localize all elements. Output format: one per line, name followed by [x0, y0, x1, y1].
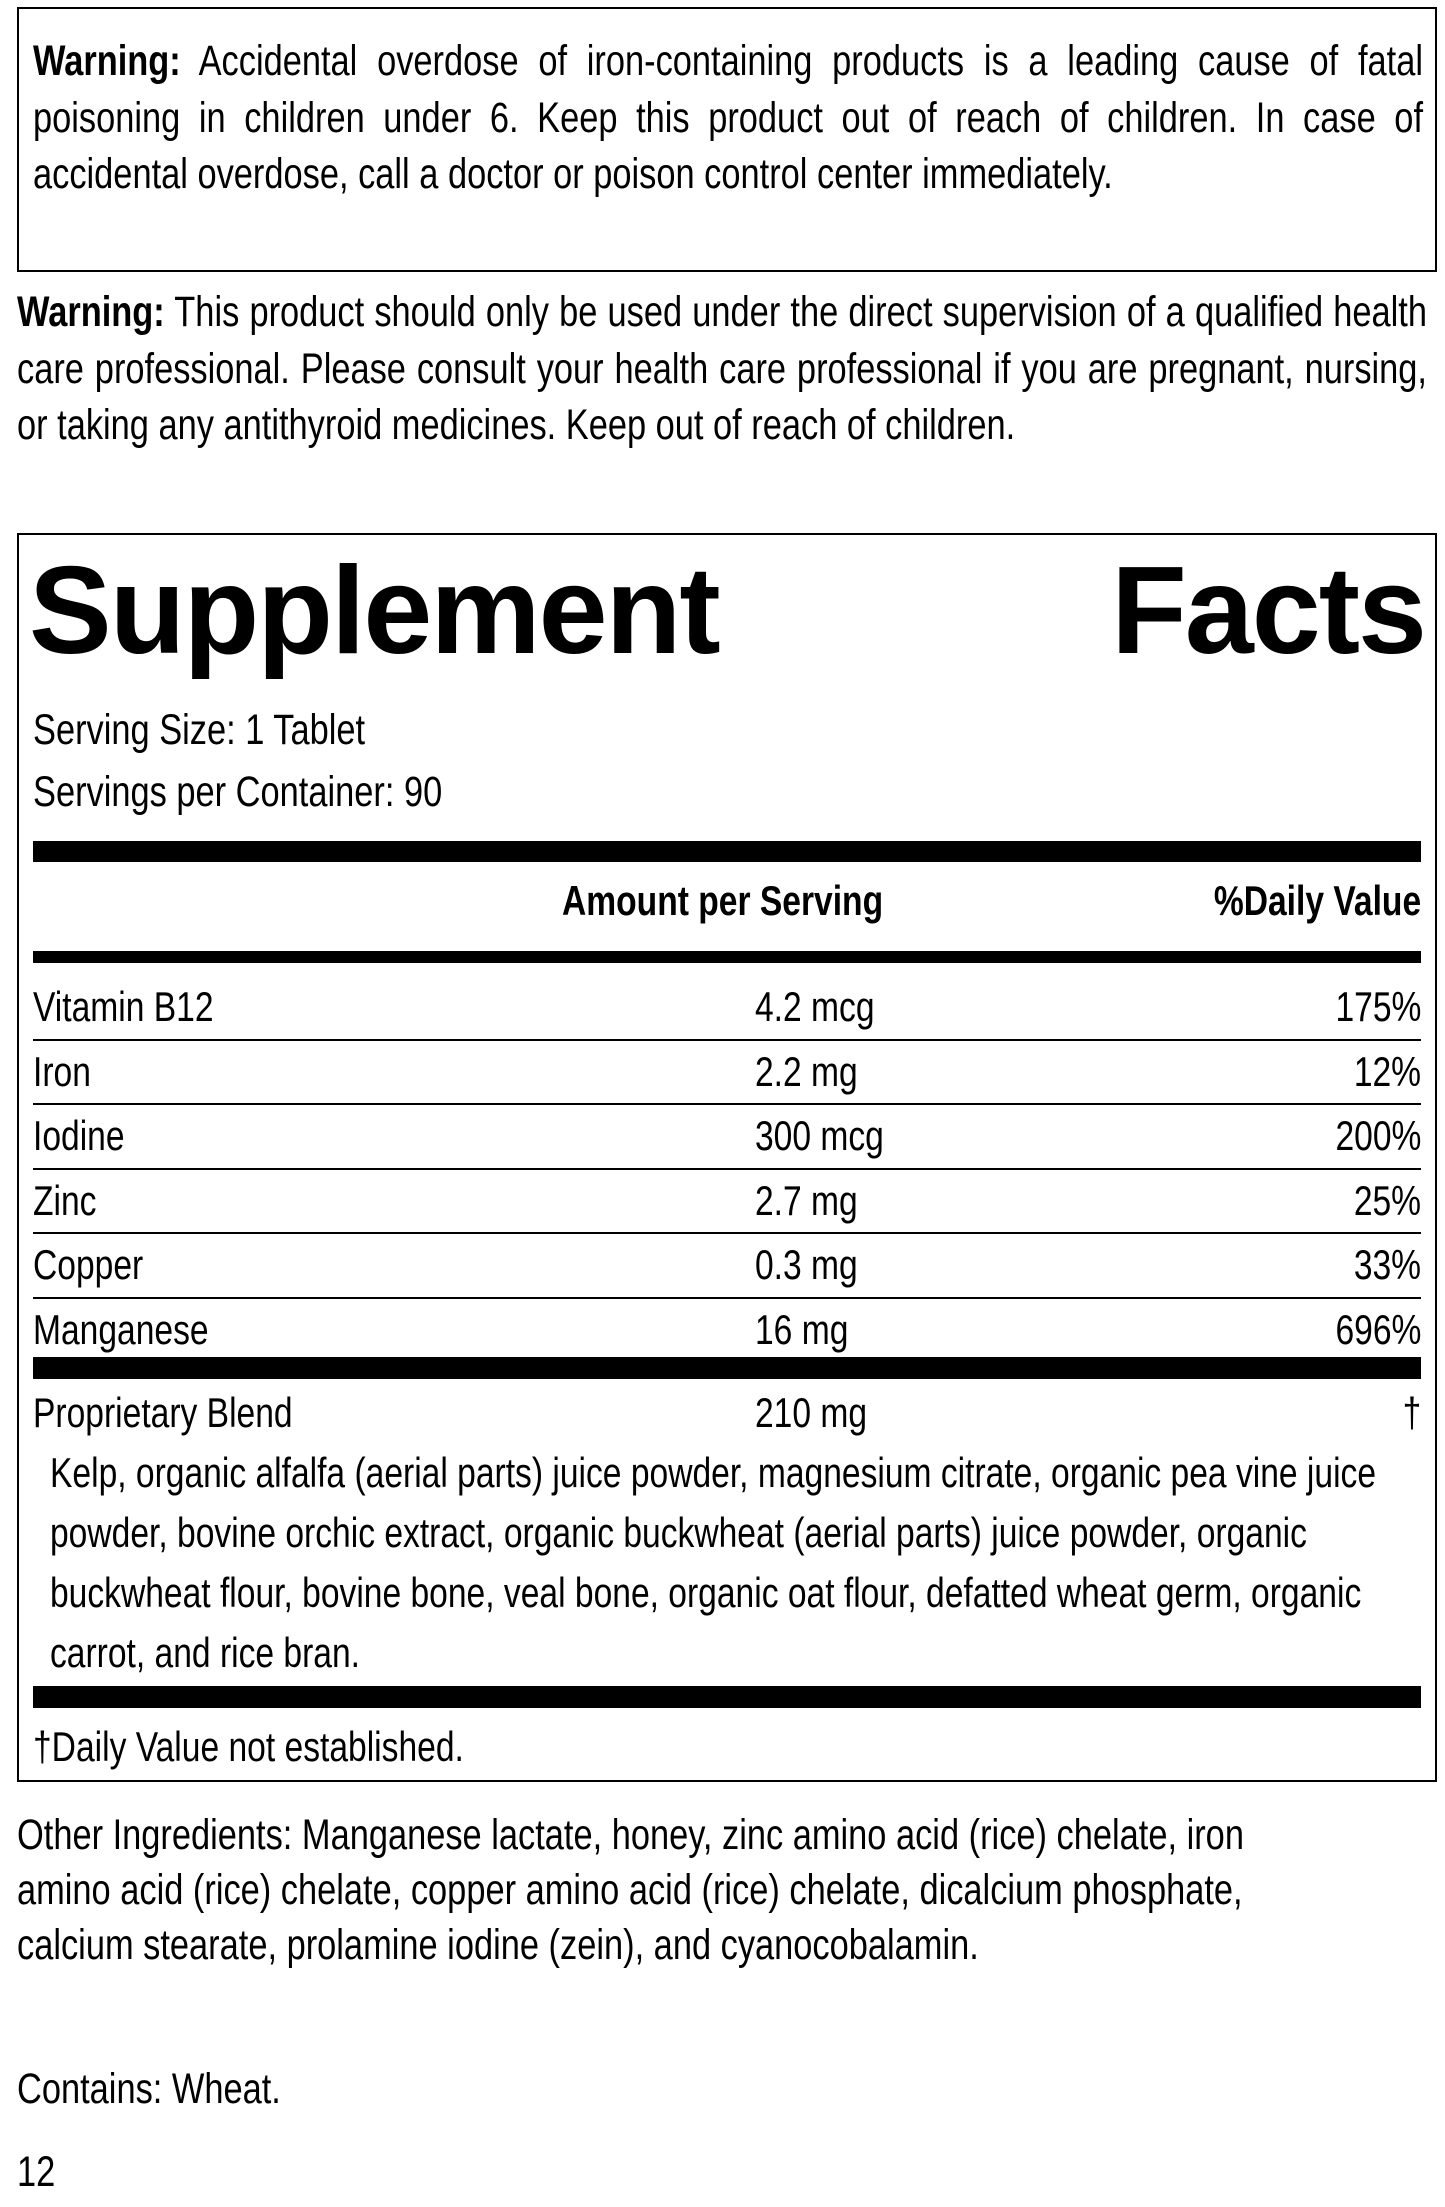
nutrient-name: Copper: [33, 1241, 144, 1288]
iron-warning-text: Warning: Accidental overdose of iron-con…: [33, 33, 1423, 203]
nutrient-amount: 4.2 mcg: [755, 983, 875, 1030]
warning-body: This product should only be used under t…: [17, 288, 1428, 449]
serving-size: Serving Size: 1 Tablet: [33, 706, 366, 754]
nutrient-dv: 175%: [1335, 983, 1421, 1030]
page-number: 12: [17, 2148, 56, 2196]
blend-row: Proprietary Blend 210 mg †: [33, 1383, 1421, 1443]
nutrient-row: Iodine 300 mcg 200%: [33, 1106, 1421, 1166]
title-word: Facts: [1111, 542, 1427, 680]
nutrient-amount: 0.3 mg: [755, 1241, 858, 1288]
nutrient-dv: 200%: [1335, 1112, 1421, 1159]
iron-warning-box: Warning: Accidental overdose of iron-con…: [17, 7, 1437, 272]
warning-body: Accidental overdose of iron-containing p…: [33, 37, 1424, 198]
other-ingredients: Other Ingredients: Manganese lactate, ho…: [17, 1811, 1244, 1969]
warning-label: Warning:: [17, 288, 165, 336]
title-word: Supplement: [29, 542, 721, 680]
nutrient-name: Proprietary Blend: [33, 1389, 293, 1436]
header-amount: Amount per Serving: [562, 877, 884, 924]
supervision-warning: Warning: This product should only be use…: [17, 284, 1427, 454]
row-divider: [33, 1038, 1421, 1041]
nutrient-row: Zinc 2.7 mg 25%: [33, 1171, 1421, 1231]
nutrient-row: Manganese 16 mg 696%: [33, 1300, 1421, 1360]
column-header-row: Amount per Serving %Daily Value: [33, 871, 1421, 931]
nutrient-row: Vitamin B12 4.2 mcg 175%: [33, 977, 1421, 1037]
nutrient-amount: 300 mcg: [755, 1112, 884, 1159]
row-divider: [33, 1232, 1421, 1234]
servings-per-container: Servings per Container: 90: [33, 768, 443, 816]
nutrient-dv: 696%: [1335, 1305, 1421, 1353]
nutrient-row: Copper 0.3 mg 33%: [33, 1235, 1421, 1295]
nutrient-dv: 25%: [1353, 1176, 1421, 1224]
divider-thick: [33, 841, 1421, 862]
footnote: †Daily Value not established.: [33, 1723, 464, 1770]
nutrient-dv: †: [1402, 1389, 1421, 1436]
nutrient-name: Manganese: [33, 1305, 209, 1353]
warning-label: Warning:: [33, 37, 181, 85]
divider-thick: [33, 1686, 1421, 1708]
nutrient-amount: 2.7 mg: [755, 1176, 858, 1224]
allergen-statement: Contains: Wheat.: [17, 2065, 281, 2113]
blend-ingredients: Kelp, organic alfalfa (aerial parts) jui…: [50, 1449, 1377, 1676]
divider-thick: [33, 1357, 1421, 1379]
supplement-facts-title: Supplement Facts: [29, 541, 1427, 681]
nutrient-amount: 210 mg: [755, 1389, 868, 1436]
nutrient-name: Iodine: [33, 1112, 125, 1159]
nutrient-row: Iron 2.2 mg 12%: [33, 1042, 1421, 1102]
nutrient-amount: 2.2 mg: [755, 1047, 858, 1095]
row-divider: [33, 1167, 1421, 1170]
nutrient-name: Vitamin B12: [33, 983, 214, 1030]
header-daily-value: %Daily Value: [1213, 877, 1421, 924]
nutrient-dv: 12%: [1353, 1047, 1421, 1095]
nutrient-amount: 16 mg: [755, 1305, 849, 1353]
nutrient-name: Iron: [33, 1047, 91, 1095]
nutrient-name: Zinc: [33, 1176, 97, 1224]
divider-medium: [33, 951, 1421, 963]
supplement-facts-panel: Supplement Facts Serving Size: 1 Tablet …: [17, 533, 1437, 1782]
row-divider: [33, 1296, 1421, 1299]
row-divider: [33, 1103, 1421, 1105]
nutrient-dv: 33%: [1353, 1241, 1421, 1288]
